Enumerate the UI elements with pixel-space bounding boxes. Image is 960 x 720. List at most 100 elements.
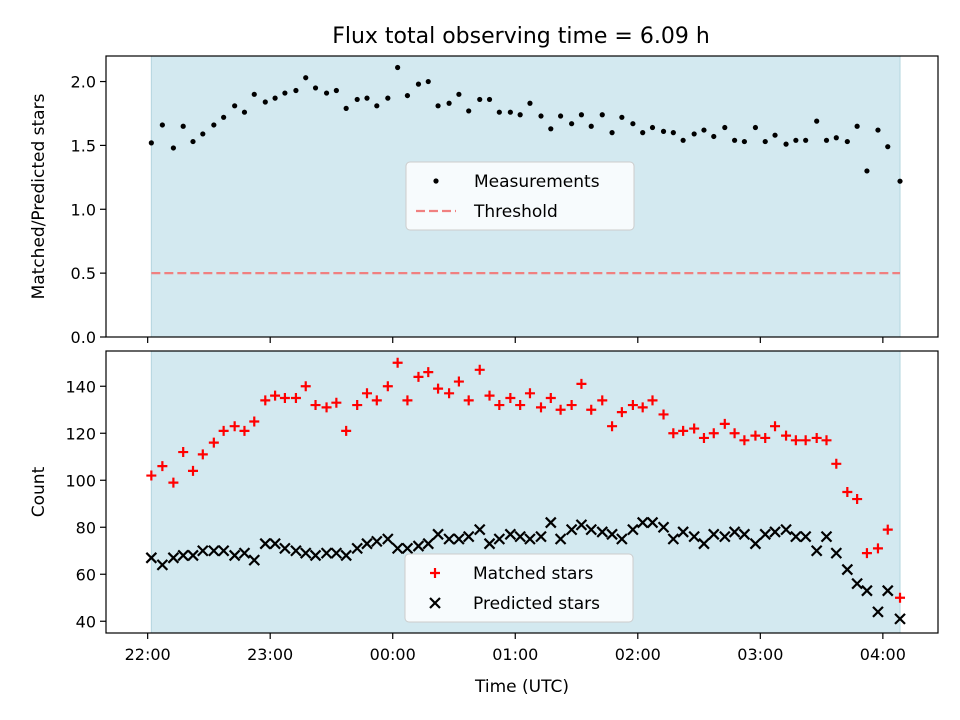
measurement-point [323, 90, 330, 96]
predicted-star-point [780, 523, 792, 536]
matched-star-point [310, 400, 321, 411]
measurement-point [803, 137, 809, 143]
matched-star-point [239, 425, 250, 436]
matched-star-point [781, 430, 792, 441]
matched-star-point [453, 376, 464, 387]
predicted-star-point [238, 547, 251, 559]
y-tick-label: 2.0 [71, 73, 96, 92]
matched-star-point [770, 421, 781, 432]
measurement-point [691, 131, 697, 137]
matched-star-point [566, 400, 577, 411]
series-matched-stars [146, 357, 906, 603]
predicted-star-point [554, 533, 567, 545]
measurement-point [762, 138, 768, 145]
measurement-point [159, 122, 165, 128]
predicted-star-point [290, 544, 302, 557]
x-tick-label: 02:00 [615, 645, 661, 664]
measurement-point [833, 135, 839, 141]
legend-label: Measurements [474, 172, 600, 192]
legend-matched-marker [430, 568, 440, 578]
measurement-point [772, 132, 778, 138]
matched-star-point [668, 428, 679, 439]
predicted-star-point [382, 533, 394, 545]
matched-star-point [882, 524, 893, 535]
matched-star-point [352, 400, 363, 411]
measurement-point [180, 123, 186, 129]
predicted-star-point [401, 542, 414, 555]
predicted-star-point [422, 537, 435, 550]
predicted-star-point [504, 528, 517, 541]
measurement-point [385, 95, 391, 101]
x-tick-label: 01:00 [492, 645, 538, 664]
predicted-star-point [861, 584, 873, 597]
matched-star-point [872, 543, 883, 554]
measurement-point [241, 109, 248, 115]
measurement-point [312, 85, 319, 91]
predicted-star-point [585, 523, 598, 536]
y-tick-label: 60 [76, 565, 96, 584]
matched-star-point [197, 449, 208, 460]
y-axis-label: Matched/Predicted stars [29, 93, 49, 299]
matched-star-point [515, 400, 526, 411]
predicted-star-point [340, 549, 352, 562]
predicted-star-point [851, 577, 863, 590]
measurement-point [200, 131, 206, 137]
predicted-star-point [299, 547, 312, 559]
predicted-star-point [473, 523, 486, 536]
legend-label: Predicted stars [473, 594, 600, 614]
measurement-point [701, 127, 707, 133]
matched-star-point [800, 435, 811, 446]
matched-star-point [361, 388, 372, 399]
predicted-star-point [279, 542, 291, 555]
matched-star-point [821, 435, 832, 446]
y-tick-label: 120 [65, 424, 96, 443]
measurement-point [333, 87, 339, 94]
matched-star-point [576, 378, 587, 389]
matched-star-point [260, 395, 271, 406]
matched-star-point [545, 393, 556, 403]
predicted-star-point [391, 542, 404, 555]
legend-measurement-marker [433, 178, 439, 184]
matched-star-point [229, 421, 240, 432]
y-tick-label: 40 [76, 612, 96, 631]
predicted-star-point [361, 537, 373, 550]
matched-star-point [586, 404, 597, 415]
measurement-point [496, 109, 502, 115]
legend-label: Matched stars [473, 564, 593, 584]
legend: Measurements Threshold [405, 161, 635, 231]
measurement-point [293, 87, 299, 94]
predicted-star-point [351, 542, 363, 555]
measurement-point [649, 124, 656, 131]
predicted-star-point [636, 516, 649, 529]
predicted-star-point [309, 549, 322, 562]
matched-star-point [157, 461, 168, 472]
predicted-star-point [790, 530, 802, 543]
matched-star-point [811, 432, 822, 443]
y-tick-label: 0.5 [71, 264, 96, 283]
chart-title: Flux total observing time = 6.09 h [332, 24, 710, 49]
measurement-point [731, 137, 738, 143]
measurement-point [609, 130, 615, 136]
predicted-star-point [738, 528, 751, 541]
predicted-star-point [657, 521, 670, 534]
predicted-star-point [698, 537, 710, 550]
measurement-point [844, 138, 850, 145]
predicted-star-point [248, 554, 261, 566]
measurement-point [466, 108, 472, 114]
predicted-star-point [606, 528, 618, 541]
matched-star-point [371, 395, 382, 406]
matched-star-point [382, 381, 393, 392]
top-panel-ratio: 0.0 0.5 1.0 1.5 2.0 Matched/Predicted stars Me… [29, 55, 939, 347]
measurement-point [854, 123, 860, 129]
matched-star-point [423, 367, 434, 378]
measurement-point [456, 91, 462, 97]
matched-star-point [607, 421, 618, 432]
measurement-point [251, 91, 257, 97]
measurement-point [823, 137, 830, 143]
measurement-point [538, 113, 544, 119]
predicted-star-point [646, 516, 659, 529]
predicted-star-point [799, 530, 812, 543]
predicted-star-point [156, 559, 169, 571]
matched-star-point [402, 395, 413, 406]
matched-star-point [750, 430, 761, 441]
